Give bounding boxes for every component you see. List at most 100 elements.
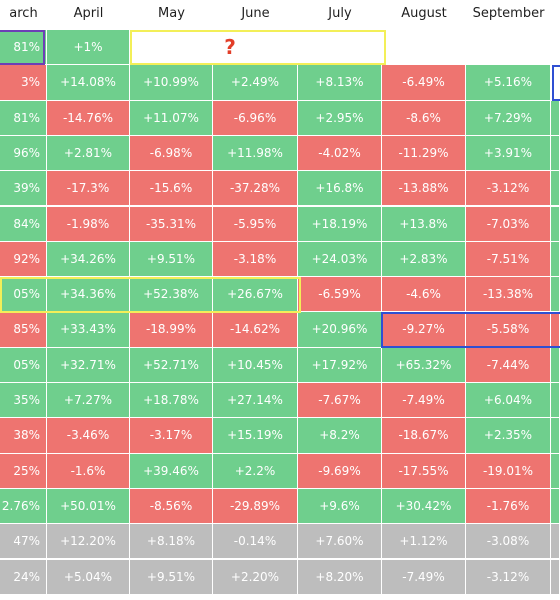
table-cell: +2.95% xyxy=(298,100,382,136)
table-cell: 81% xyxy=(0,30,47,66)
table-cell: -3.12% xyxy=(466,559,551,595)
table-cell: -1.76% xyxy=(466,488,551,525)
column-header xyxy=(551,0,560,30)
table-cell: +34.36% xyxy=(47,277,130,313)
table-cell: +7.60% xyxy=(298,524,382,560)
table-cell xyxy=(551,277,560,313)
table-cell: -8.56% xyxy=(130,488,213,525)
table-cell: -7.44% xyxy=(466,347,551,383)
table-cell: -4.02% xyxy=(298,135,382,172)
table-cell: 3% xyxy=(0,65,47,101)
table-cell: -9.27% xyxy=(382,312,466,348)
table-cell: +17.92% xyxy=(298,347,382,383)
table-cell: -7.03% xyxy=(466,206,551,242)
table-cell: 2.76% xyxy=(0,488,47,525)
table-cell: -0.14% xyxy=(213,524,298,560)
table-cell xyxy=(382,30,466,66)
table-cell: -3.08% xyxy=(466,524,551,560)
table-cell: -13.38% xyxy=(466,277,551,313)
table-cell: +30.42% xyxy=(382,488,466,525)
table-cell: +14.08% xyxy=(47,65,130,101)
table-cell xyxy=(551,347,560,383)
table-cell: -7.67% xyxy=(298,383,382,419)
table-cell: 81% xyxy=(0,100,47,136)
table-cell: +5.04% xyxy=(47,559,130,595)
table-cell xyxy=(551,524,560,560)
table-cell: 96% xyxy=(0,135,47,172)
table-cell: +26.67% xyxy=(213,277,298,313)
column-header: September xyxy=(472,6,545,21)
table-cell: +50.01% xyxy=(47,488,130,525)
table-cell: -14.76% xyxy=(47,100,130,136)
table-cell: +8.13% xyxy=(298,65,382,101)
table-cell: 05% xyxy=(0,347,47,383)
table-cell: +65.32% xyxy=(382,347,466,383)
table-cell: +11.07% xyxy=(130,100,213,136)
table-cell: -7.51% xyxy=(466,241,551,278)
table-cell: 39% xyxy=(0,171,47,207)
table-cell xyxy=(130,30,213,66)
table-cell: +52.71% xyxy=(130,347,213,383)
table-cell: 38% xyxy=(0,418,47,454)
table-cell: 05% xyxy=(0,277,47,313)
table-cell: +9.6% xyxy=(298,488,382,525)
table-cell: +6.04% xyxy=(466,383,551,419)
table-cell: -17.55% xyxy=(382,453,466,489)
table-cell: +27.14% xyxy=(213,383,298,419)
table-cell xyxy=(551,135,560,172)
table-cell: 47% xyxy=(0,524,47,560)
table-cell xyxy=(298,30,382,66)
table-cell: -15.6% xyxy=(130,171,213,207)
table-cell: +1% xyxy=(47,30,130,66)
table-cell: -29.89% xyxy=(213,488,298,525)
table-cell: +39.46% xyxy=(130,453,213,489)
table-cell xyxy=(551,206,560,242)
table-cell: 35% xyxy=(0,383,47,419)
table-cell: +2.35% xyxy=(466,418,551,454)
table-cell: +24.03% xyxy=(298,241,382,278)
table-cell: +8.20% xyxy=(298,559,382,595)
table-cell xyxy=(551,312,560,348)
table-cell: +13.8% xyxy=(382,206,466,242)
table-cell: -8.6% xyxy=(382,100,466,136)
table-cell: 92% xyxy=(0,241,47,278)
table-cell: +10.99% xyxy=(130,65,213,101)
table-cell: +9.51% xyxy=(130,559,213,595)
table-cell: -4.6% xyxy=(382,277,466,313)
table-cell: +18.78% xyxy=(130,383,213,419)
table-cell: -3.17% xyxy=(130,418,213,454)
table-cell xyxy=(551,418,560,454)
column-header: August xyxy=(401,6,447,21)
table-cell: 24% xyxy=(0,559,47,595)
column-header: June xyxy=(241,6,270,21)
column-header: July xyxy=(328,6,352,21)
table-cell: -14.62% xyxy=(213,312,298,348)
table-cell: -6.49% xyxy=(382,65,466,101)
table-cell: -37.28% xyxy=(213,171,298,207)
table-cell xyxy=(551,171,560,207)
table-cell: -3.12% xyxy=(466,171,551,207)
table-cell xyxy=(551,488,560,525)
table-cell: +3.91% xyxy=(466,135,551,172)
table-cell: -35.31% xyxy=(130,206,213,242)
table-cell: +1.12% xyxy=(382,524,466,560)
column-header: May xyxy=(158,6,185,21)
table-cell: 25% xyxy=(0,453,47,489)
question-mark: ? xyxy=(224,35,236,59)
table-cell: -3.46% xyxy=(47,418,130,454)
table-cell: +16.8% xyxy=(298,171,382,207)
table-cell: -7.49% xyxy=(382,559,466,595)
table-cell: +5.16% xyxy=(466,65,551,101)
table-cell: +2.20% xyxy=(213,559,298,595)
table-cell xyxy=(551,65,560,101)
table-cell: +2.2% xyxy=(213,453,298,489)
table-cell: +20.96% xyxy=(298,312,382,348)
table-cell: +2.49% xyxy=(213,65,298,101)
table-cell: +32.71% xyxy=(47,347,130,383)
table-cell xyxy=(551,559,560,595)
table-cell: +18.19% xyxy=(298,206,382,242)
table-cell xyxy=(551,383,560,419)
table-cell: -3.18% xyxy=(213,241,298,278)
table-cell: +2.83% xyxy=(382,241,466,278)
